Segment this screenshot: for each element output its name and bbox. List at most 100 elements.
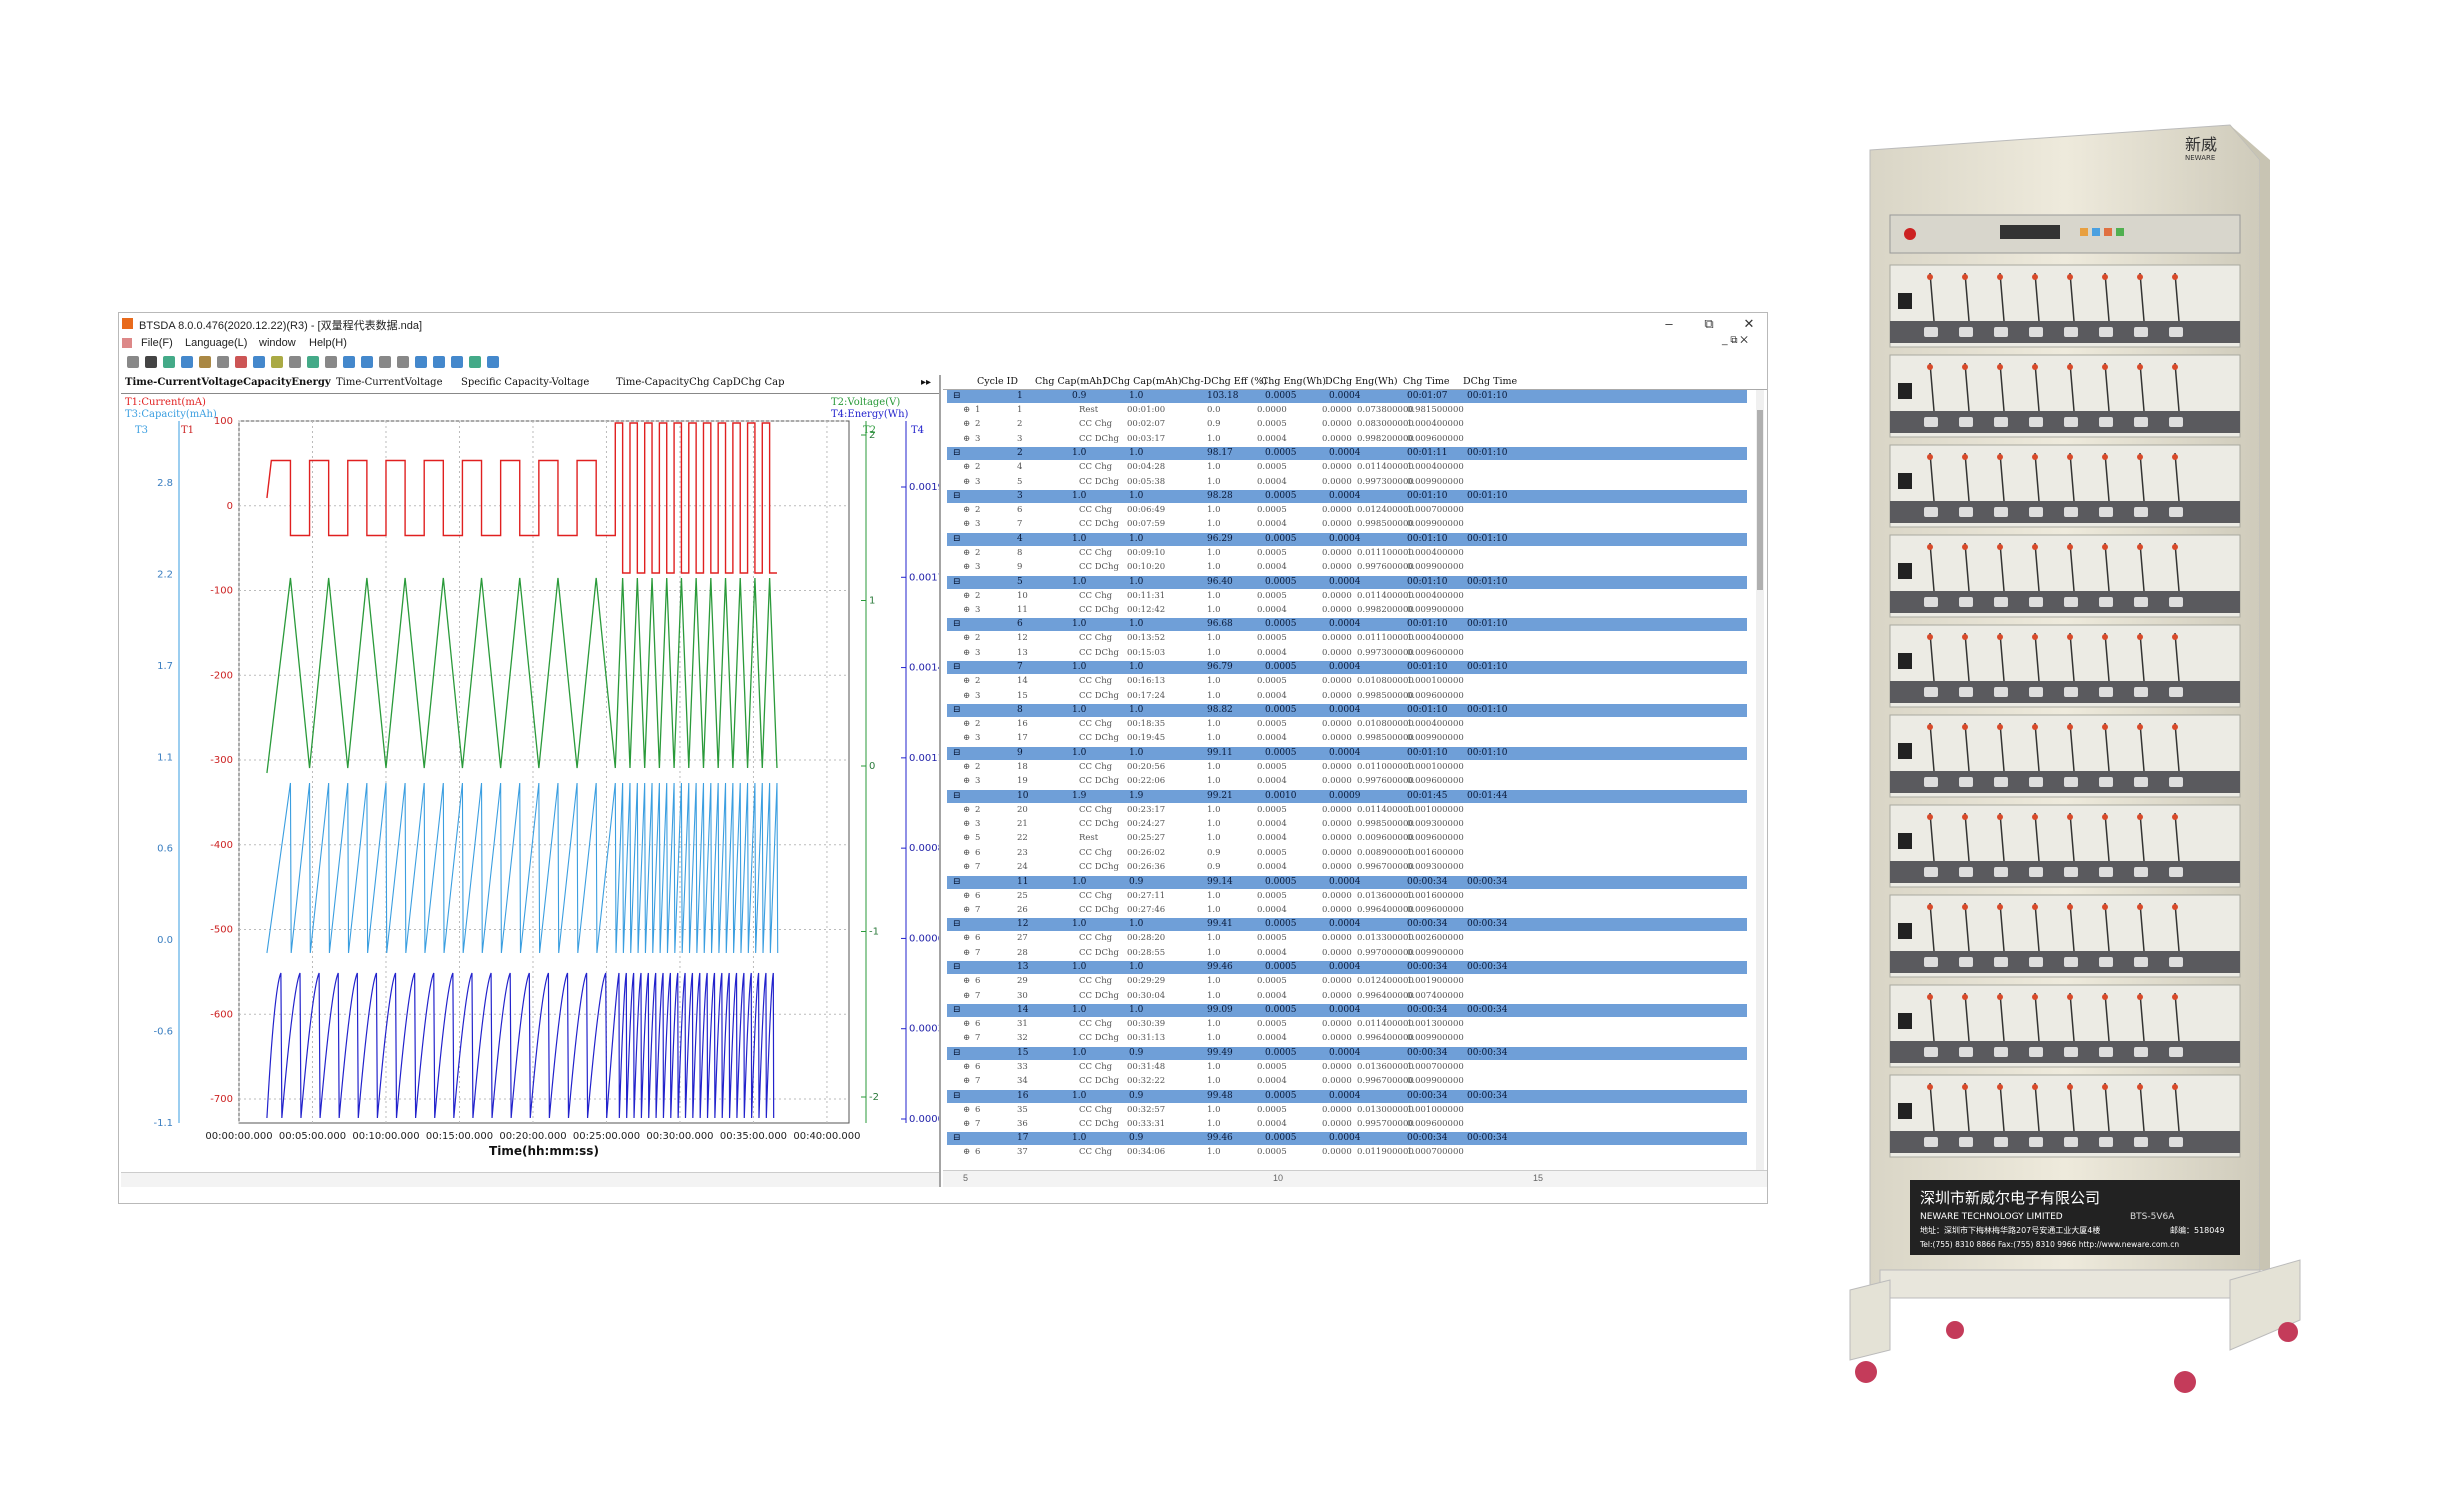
grid-column-header[interactable]: Chg Time xyxy=(1403,376,1450,387)
collapse-icon[interactable]: ⊟ xyxy=(953,533,961,544)
chart-hscrollbar[interactable] xyxy=(121,1172,939,1187)
expand-icon[interactable]: ⊕ xyxy=(963,590,971,601)
expand-icon[interactable]: ⊕ xyxy=(963,605,971,615)
collapse-icon[interactable]: ⊟ xyxy=(953,491,961,501)
step-row[interactable]: ⊕ 2 16 CC Chg 00:18:35 1.0 0.0005 0.0000 0.01080… xyxy=(947,718,1747,731)
tab-specific-capacity-voltage[interactable]: Specific Capacity-Voltage xyxy=(461,377,590,388)
cycle-row[interactable]: ⊟ 16 1.0 0.9 99.48 0.0005 0.0004 00:00:34 00:00:… xyxy=(947,1089,1747,1103)
vscroll-thumb[interactable] xyxy=(1757,410,1763,590)
expand-icon[interactable]: ⊕ xyxy=(963,462,971,473)
expand-icon[interactable]: ⊕ xyxy=(963,676,971,687)
step-row[interactable]: ⊕ 6 33 CC Chg 00:31:48 1.0 0.0005 0.0000 0.01360… xyxy=(947,1061,1747,1074)
step-row[interactable]: ⊕ 3 19 CC DChg 00:22:06 1.0 0.0004 0.0000 0.9976… xyxy=(947,775,1747,788)
toolbar-tool-icon[interactable] xyxy=(235,356,247,368)
tab-time-current-voltage[interactable]: Time-CurrentVoltage xyxy=(336,377,443,388)
toolbar-tool-icon[interactable] xyxy=(145,356,157,368)
expand-icon[interactable]: ⊕ xyxy=(963,1104,971,1115)
cycle-row[interactable]: ⊟ 14 1.0 1.0 99.09 0.0005 0.0004 00:00:34 00:00:… xyxy=(947,1004,1747,1017)
expand-icon[interactable]: ⊕ xyxy=(963,976,971,987)
tab-time-current-voltage-capacity-energy[interactable]: Time-CurrentVoltageCapacityEnergy xyxy=(125,377,331,388)
toolbar-tool-icon[interactable] xyxy=(163,356,175,368)
menu-file[interactable]: File(F) xyxy=(141,337,173,349)
step-row[interactable]: ⊕ 7 30 CC DChg 00:30:04 1.0 0.0004 0.0000 0.9964… xyxy=(947,990,1747,1003)
toolbar-tool-icon[interactable] xyxy=(343,356,355,368)
cycle-row[interactable]: ⊟ 17 1.0 0.9 99.46 0.0005 0.0004 00:00:34 00:00:… xyxy=(947,1132,1747,1146)
collapse-icon[interactable]: ⊟ xyxy=(953,747,961,758)
collapse-icon[interactable]: ⊟ xyxy=(953,1047,961,1058)
grid-vscrollbar[interactable] xyxy=(1756,390,1764,1170)
step-row[interactable]: ⊕ 6 31 CC Chg 00:30:39 1.0 0.0005 0.0000 0.01140… xyxy=(947,1018,1747,1031)
expand-icon[interactable]: ⊕ xyxy=(963,847,971,858)
collapse-icon[interactable]: ⊟ xyxy=(953,1133,961,1144)
step-row[interactable]: ⊕ 7 26 CC DChg 00:27:46 1.0 0.0004 0.0000 0.9964… xyxy=(947,904,1747,917)
step-row[interactable]: ⊕ 3 9 CC DChg 00:10:20 1.0 0.0004 0.0000 0.99760… xyxy=(947,561,1747,574)
toolbar-tool-icon[interactable] xyxy=(361,356,373,368)
collapse-icon[interactable]: ⊟ xyxy=(953,962,961,973)
step-row[interactable]: ⊕ 6 29 CC Chg 00:29:29 1.0 0.0005 0.0000 0.01240… xyxy=(947,975,1747,988)
expand-icon[interactable]: ⊕ xyxy=(963,1147,971,1158)
step-row[interactable]: ⊕ 2 18 CC Chg 00:20:56 1.0 0.0005 0.0000 0.01100… xyxy=(947,761,1747,774)
cycle-row[interactable]: ⊟ 15 1.0 0.9 99.49 0.0005 0.0004 00:00:34 00:00:… xyxy=(947,1046,1747,1060)
cycle-row[interactable]: ⊟ 1 0.9 1.0 103.18 0.0005 0.0004 00:01:07 00:01:… xyxy=(947,390,1747,403)
expand-icon[interactable]: ⊕ xyxy=(963,547,971,558)
grid-column-header[interactable]: DChg Eng(Wh) xyxy=(1325,376,1398,387)
expand-icon[interactable]: ⊕ xyxy=(963,1033,971,1044)
step-row[interactable]: ⊕ 7 24 CC DChg 00:26:36 0.9 0.0004 0.0000 0.9967… xyxy=(947,861,1747,874)
toolbar-tool-icon[interactable] xyxy=(487,356,499,368)
cycle-row[interactable]: ⊟ 3 1.0 1.0 98.28 0.0005 0.0004 00:01:10 00:01:1… xyxy=(947,490,1747,503)
step-row[interactable]: ⊕ 6 25 CC Chg 00:27:11 1.0 0.0005 0.0000 0.01360… xyxy=(947,890,1747,903)
tabs-scroll-icon[interactable]: ▸▸ xyxy=(921,377,932,388)
toolbar-tool-icon[interactable] xyxy=(271,356,283,368)
cycle-row[interactable]: ⊟ 2 1.0 1.0 98.17 0.0005 0.0004 00:01:11 00:01:1… xyxy=(947,447,1747,461)
step-row[interactable]: ⊕ 7 32 CC DChg 00:31:13 1.0 0.0004 0.0000 0.9964… xyxy=(947,1032,1747,1045)
toolbar-tool-icon[interactable] xyxy=(379,356,391,368)
grid-column-header[interactable]: Cycle ID xyxy=(977,376,1019,387)
step-row[interactable]: ⊕ 2 10 CC Chg 00:11:31 1.0 0.0005 0.0000 0.01140… xyxy=(947,590,1747,603)
expand-icon[interactable]: ⊕ xyxy=(963,505,971,515)
collapse-icon[interactable]: ⊟ xyxy=(953,662,961,673)
minimize-button[interactable]: – xyxy=(1665,316,1673,331)
collapse-icon[interactable]: ⊟ xyxy=(953,619,961,630)
grid-column-header[interactable]: Chg-DChg Eff (%) xyxy=(1181,376,1267,387)
collapse-icon[interactable]: ⊟ xyxy=(953,576,961,587)
collapse-icon[interactable]: ⊟ xyxy=(953,1005,961,1015)
menu-window[interactable]: window xyxy=(259,337,296,349)
toolbar-tool-icon[interactable] xyxy=(253,356,265,368)
cycle-row[interactable]: ⊟ 10 1.9 1.9 99.21 0.0010 0.0009 00:01:45 00:01:… xyxy=(947,789,1747,803)
expand-icon[interactable]: ⊕ xyxy=(963,733,971,744)
expand-icon[interactable]: ⊕ xyxy=(963,947,971,958)
expand-icon[interactable]: ⊕ xyxy=(963,433,971,444)
cycle-row[interactable]: ⊟ 6 1.0 1.0 96.68 0.0005 0.0004 00:01:10 00:01:1… xyxy=(947,618,1747,632)
expand-icon[interactable]: ⊕ xyxy=(963,1061,971,1072)
step-row[interactable]: ⊕ 3 3 CC DChg 00:03:17 1.0 0.0004 0.0000 0.99820… xyxy=(947,433,1747,446)
step-row[interactable]: ⊕ 3 5 CC DChg 00:05:38 1.0 0.0004 0.0000 0.99730… xyxy=(947,476,1747,489)
expand-icon[interactable]: ⊕ xyxy=(963,905,971,915)
step-row[interactable]: ⊕ 3 15 CC DChg 00:17:24 1.0 0.0004 0.0000 0.9985… xyxy=(947,690,1747,703)
expand-icon[interactable]: ⊕ xyxy=(963,562,971,573)
step-row[interactable]: ⊕ 7 34 CC DChg 00:32:22 1.0 0.0004 0.0000 0.9967… xyxy=(947,1075,1747,1088)
expand-icon[interactable]: ⊕ xyxy=(963,933,971,944)
tab-time-capacity[interactable]: Time-CapacityChg CapDChg Cap xyxy=(616,377,785,388)
toolbar-tool-icon[interactable] xyxy=(199,356,211,368)
step-row[interactable]: ⊕ 6 23 CC Chg 00:26:02 0.9 0.0005 0.0000 0.00890… xyxy=(947,847,1747,860)
step-row[interactable]: ⊕ 7 28 CC DChg 00:28:55 1.0 0.0004 0.0000 0.9970… xyxy=(947,947,1747,960)
expand-icon[interactable]: ⊕ xyxy=(963,990,971,1001)
expand-icon[interactable]: ⊕ xyxy=(963,890,971,901)
step-row[interactable]: ⊕ 2 12 CC Chg 00:13:52 1.0 0.0005 0.0000 0.01110… xyxy=(947,632,1747,645)
expand-icon[interactable]: ⊕ xyxy=(963,647,971,658)
expand-icon[interactable]: ⊕ xyxy=(963,804,971,815)
cycle-row[interactable]: ⊟ 8 1.0 1.0 98.82 0.0005 0.0004 00:01:10 00:01:1… xyxy=(947,704,1747,717)
collapse-icon[interactable]: ⊟ xyxy=(953,876,961,887)
expand-icon[interactable]: ⊕ xyxy=(963,690,971,701)
grid-column-header[interactable]: DChg Time xyxy=(1463,376,1518,387)
mdi-controls[interactable]: _ ⧉ ✕ xyxy=(1722,335,1748,346)
step-row[interactable]: ⊕ 3 21 CC DChg 00:24:27 1.0 0.0004 0.0000 0.9985… xyxy=(947,818,1747,831)
cycle-row[interactable]: ⊟ 12 1.0 1.0 99.41 0.0005 0.0004 00:00:34 00:00:… xyxy=(947,918,1747,932)
expand-icon[interactable]: ⊕ xyxy=(963,1076,971,1087)
expand-icon[interactable]: ⊕ xyxy=(963,819,971,829)
cycle-row[interactable]: ⊟ 4 1.0 1.0 96.29 0.0005 0.0004 00:01:10 00:01:1… xyxy=(947,532,1747,546)
grid-column-header[interactable]: Chg Eng(Wh) xyxy=(1261,376,1326,387)
step-row[interactable]: ⊕ 1 1 Rest 00:01:00 0.0 0.0000 0.0000 0.07380000… xyxy=(947,404,1747,417)
step-row[interactable]: ⊕ 3 7 CC DChg 00:07:59 1.0 0.0004 0.0000 0.99850… xyxy=(947,518,1747,531)
menu-language[interactable]: Language(L) xyxy=(185,337,248,349)
